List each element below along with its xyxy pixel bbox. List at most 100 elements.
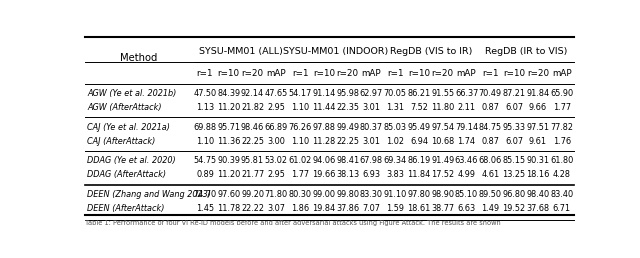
- Text: 6.94: 6.94: [410, 137, 428, 146]
- Text: 0.87: 0.87: [481, 103, 499, 112]
- Text: r=1: r=1: [387, 69, 403, 78]
- Text: 97.80: 97.80: [408, 190, 431, 199]
- Text: 47.50: 47.50: [193, 89, 216, 98]
- Text: 1.45: 1.45: [196, 204, 214, 213]
- Text: 97.60: 97.60: [217, 190, 240, 199]
- Text: 94.06: 94.06: [312, 156, 335, 165]
- Text: 0.89: 0.89: [196, 171, 214, 180]
- Text: 79.14: 79.14: [455, 123, 478, 132]
- Text: 91.49: 91.49: [431, 156, 454, 165]
- Text: 63.46: 63.46: [455, 156, 478, 165]
- Text: 54.17: 54.17: [289, 89, 312, 98]
- Text: 6.93: 6.93: [362, 171, 380, 180]
- Text: 99.20: 99.20: [241, 190, 264, 199]
- Text: 9.61: 9.61: [529, 137, 547, 146]
- Text: r=20: r=20: [241, 69, 264, 78]
- Text: 1.10: 1.10: [291, 103, 309, 112]
- Text: 83.40: 83.40: [550, 190, 573, 199]
- Text: 6.07: 6.07: [505, 137, 523, 146]
- Text: 6.07: 6.07: [505, 103, 523, 112]
- Text: 0.87: 0.87: [481, 137, 499, 146]
- Text: mAP: mAP: [552, 69, 572, 78]
- Text: 99.80: 99.80: [336, 190, 359, 199]
- Text: 17.52: 17.52: [431, 171, 454, 180]
- Text: 85.10: 85.10: [455, 190, 478, 199]
- Text: 3.83: 3.83: [387, 171, 404, 180]
- Text: Table 1: Performance of four VI Re-ID models before and after adversarial attack: Table 1: Performance of four VI Re-ID mo…: [85, 220, 500, 226]
- Text: SYSU-MM01 (ALL): SYSU-MM01 (ALL): [198, 47, 283, 56]
- Text: 62.97: 62.97: [360, 89, 383, 98]
- Text: 67.98: 67.98: [360, 156, 383, 165]
- Text: mAP: mAP: [457, 69, 476, 78]
- Text: 13.25: 13.25: [502, 171, 525, 180]
- Text: 66.37: 66.37: [455, 89, 478, 98]
- Text: 3.01: 3.01: [362, 137, 380, 146]
- Text: 77.82: 77.82: [550, 123, 573, 132]
- Text: 22.22: 22.22: [241, 204, 264, 213]
- Text: AGW (Ye et al. 2021b): AGW (Ye et al. 2021b): [88, 89, 177, 98]
- Text: 21.82: 21.82: [241, 103, 264, 112]
- Text: 91.10: 91.10: [383, 190, 407, 199]
- Text: 11.20: 11.20: [217, 103, 241, 112]
- Text: 11.84: 11.84: [407, 171, 431, 180]
- Text: 84.39: 84.39: [217, 89, 240, 98]
- Text: 10.68: 10.68: [431, 137, 454, 146]
- Text: 74.70: 74.70: [193, 190, 216, 199]
- Text: 11.28: 11.28: [312, 137, 335, 146]
- Text: 3.01: 3.01: [362, 103, 380, 112]
- Text: 37.68: 37.68: [526, 204, 549, 213]
- Text: 18.61: 18.61: [407, 204, 431, 213]
- Text: 11.20: 11.20: [217, 171, 241, 180]
- Text: 87.21: 87.21: [502, 89, 525, 98]
- Text: DDAG (Ye et al. 2020): DDAG (Ye et al. 2020): [88, 156, 176, 165]
- Text: 98.40: 98.40: [526, 190, 549, 199]
- Text: 6.71: 6.71: [552, 204, 571, 213]
- Text: 3.00: 3.00: [268, 137, 285, 146]
- Text: 76.26: 76.26: [289, 123, 312, 132]
- Text: 4.99: 4.99: [458, 171, 476, 180]
- Text: DDAG (AfterAttack): DDAG (AfterAttack): [88, 171, 166, 180]
- Text: SYSU-MM01 (INDOOR): SYSU-MM01 (INDOOR): [283, 47, 388, 56]
- Text: 21.77: 21.77: [241, 171, 264, 180]
- Text: 1.76: 1.76: [552, 137, 571, 146]
- Text: 1.13: 1.13: [196, 103, 214, 112]
- Text: mAP: mAP: [266, 69, 286, 78]
- Text: 86.19: 86.19: [407, 156, 431, 165]
- Text: 22.25: 22.25: [241, 137, 264, 146]
- Text: DEEN (AfterAttack): DEEN (AfterAttack): [88, 204, 165, 213]
- Text: 92.14: 92.14: [241, 89, 264, 98]
- Text: 98.90: 98.90: [431, 190, 454, 199]
- Text: 95.71: 95.71: [217, 123, 240, 132]
- Text: 1.86: 1.86: [291, 204, 309, 213]
- Text: 65.90: 65.90: [550, 89, 573, 98]
- Text: 91.84: 91.84: [526, 89, 550, 98]
- Text: r=20: r=20: [527, 69, 549, 78]
- Text: 4.61: 4.61: [481, 171, 499, 180]
- Text: 97.51: 97.51: [526, 123, 549, 132]
- Text: 61.80: 61.80: [550, 156, 573, 165]
- Text: 1.10: 1.10: [291, 137, 309, 146]
- Text: 19.84: 19.84: [312, 204, 335, 213]
- Text: 54.75: 54.75: [193, 156, 216, 165]
- Text: AGW (AfterAttack): AGW (AfterAttack): [88, 103, 162, 112]
- Text: 90.31: 90.31: [526, 156, 549, 165]
- Text: 95.98: 95.98: [336, 89, 359, 98]
- Text: 38.13: 38.13: [336, 171, 359, 180]
- Text: 7.52: 7.52: [410, 103, 428, 112]
- Text: 53.02: 53.02: [265, 156, 288, 165]
- Text: 97.88: 97.88: [312, 123, 335, 132]
- Text: 11.44: 11.44: [312, 103, 335, 112]
- Text: 98.41: 98.41: [336, 156, 359, 165]
- Text: 19.52: 19.52: [502, 204, 525, 213]
- Text: r=1: r=1: [196, 69, 213, 78]
- Text: r=20: r=20: [337, 69, 358, 78]
- Text: 89.50: 89.50: [479, 190, 502, 199]
- Text: 47.65: 47.65: [265, 89, 288, 98]
- Text: r=1: r=1: [482, 69, 499, 78]
- Text: 99.00: 99.00: [312, 190, 335, 199]
- Text: 9.66: 9.66: [529, 103, 547, 112]
- Text: 68.06: 68.06: [479, 156, 502, 165]
- Text: 85.03: 85.03: [384, 123, 406, 132]
- Text: 2.95: 2.95: [268, 103, 285, 112]
- Text: 70.49: 70.49: [479, 89, 502, 98]
